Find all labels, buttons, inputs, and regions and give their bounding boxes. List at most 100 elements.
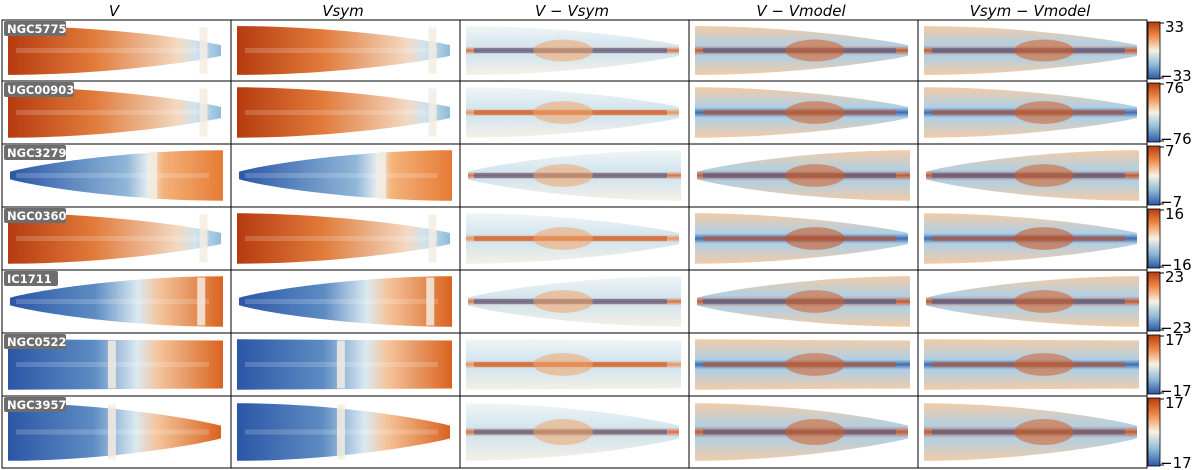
colorbar-min-label: −23 [1160, 319, 1192, 337]
galaxy-map [237, 213, 450, 264]
panel-ic1711-v [1, 269, 232, 334]
midplane-streak [16, 236, 209, 241]
colorbar-ngc0360: 16 −16 [1147, 205, 1192, 274]
colorbar-max-label: 33 [1165, 18, 1184, 36]
systemic-band [199, 214, 208, 263]
residual-blob [533, 227, 593, 250]
colorbar-ngc3279: 7 −7 [1147, 142, 1182, 211]
colorbar-ngc3957: 17 −17 [1147, 394, 1192, 470]
galaxy-map [10, 276, 223, 327]
residual-blob [785, 101, 845, 124]
svg-text:NGC0360: NGC0360 [7, 209, 67, 223]
residual-blob [533, 419, 593, 445]
panel-ngc3279-vsym-minus-vmodel [917, 143, 1148, 208]
galaxy-label-ic1711: IC1711 [4, 271, 58, 286]
panel-ngc3279-vsym [230, 143, 461, 208]
galaxy-label-ngc3279: NGC3279 [4, 145, 67, 160]
panel-ngc0522-vsym [230, 332, 461, 397]
residual-blob [1014, 164, 1074, 187]
galaxy-map [10, 150, 223, 201]
panel-ngc3957-v-minus-vmodel [688, 395, 919, 469]
galaxy-label-ngc0522: NGC0522 [4, 334, 67, 349]
galaxy-label-ugc00903: UGC00903 [4, 82, 74, 97]
panel-ngc3957-v-minus-vsym [459, 395, 690, 469]
systemic-band [199, 88, 208, 137]
panel-ugc00903-vsym [230, 80, 461, 145]
svg-text:NGC3957: NGC3957 [7, 398, 67, 412]
residual-blob [785, 39, 845, 62]
svg-text:IC1711: IC1711 [7, 272, 52, 286]
column-title-v: V [109, 2, 121, 20]
panel-ic1711-vsym-minus-vmodel [917, 269, 1148, 334]
galaxy-map [239, 276, 452, 327]
panel-ic1711-v-minus-vsym [459, 269, 690, 334]
panel-ngc0360-v-minus-vmodel [688, 206, 919, 271]
panel-ic1711-vsym [230, 269, 461, 334]
panel-ngc5775-v-minus-vsym [459, 19, 690, 82]
galaxy-label-ngc3957: NGC3957 [4, 397, 67, 412]
panel-ngc3957-vsym [230, 395, 461, 469]
residual-blob [1014, 39, 1074, 62]
midplane-streak [16, 48, 209, 53]
colorbar-max-label: 7 [1165, 142, 1175, 160]
midplane-streak [245, 236, 438, 241]
column-title-vsym: Vsym [322, 2, 364, 20]
panel-ngc0360-vsym [230, 206, 461, 271]
galaxy-map [8, 213, 221, 264]
residual-blob [1014, 353, 1074, 376]
colorbar-min-label: −16 [1160, 256, 1192, 274]
midplane-streak [245, 110, 438, 115]
midplane-streak [245, 173, 438, 178]
residual-blob [1014, 419, 1074, 445]
residual-blob [533, 290, 593, 313]
colorbar-ngc0522: 17 −17 [1147, 331, 1192, 400]
galaxy-map [8, 87, 221, 138]
residual-blob [785, 419, 845, 445]
panel-ngc0522-v-minus-vmodel [688, 332, 919, 397]
colorbar-min-label: −17 [1160, 382, 1192, 400]
colorbar-ugc00903: 76 −76 [1147, 79, 1192, 148]
residual-blob [533, 39, 593, 62]
residual-blob [785, 164, 845, 187]
panel-ngc3957-vsym-minus-vmodel [917, 395, 1148, 469]
panel-ngc3279-v-minus-vsym [459, 143, 690, 208]
systemic-band [428, 27, 437, 74]
systemic-band [107, 340, 116, 389]
galaxy-map [239, 150, 452, 201]
systemic-band [197, 277, 206, 326]
column-title-v-minus-vsym: V − Vsym [535, 2, 609, 20]
colorbar-ic1711: 23 −23 [1147, 268, 1192, 337]
systemic-band [378, 151, 387, 200]
residual-blob [533, 101, 593, 124]
midplane-streak [245, 299, 438, 304]
colorbar-min-label: −33 [1160, 67, 1192, 85]
panel-ngc5775-v-minus-vmodel [688, 19, 919, 82]
systemic-band [428, 88, 437, 137]
panel-ngc3957-v [1, 395, 232, 469]
panel-ic1711-v-minus-vmodel [688, 269, 919, 334]
panel-ngc0522-vsym-minus-vmodel [917, 332, 1148, 397]
panel-ngc5775-v [1, 19, 232, 82]
panel-ngc3279-v-minus-vmodel [688, 143, 919, 208]
colorbar-ngc5775: 33 −33 [1147, 18, 1192, 85]
residual-blob [533, 164, 593, 187]
colorbar-min-label: −17 [1160, 454, 1192, 470]
systemic-band [149, 151, 158, 200]
residual-blob [785, 353, 845, 376]
column-title-v-minus-vmodel: V − Vmodel [756, 2, 846, 20]
systemic-band [426, 277, 435, 326]
systemic-band [199, 27, 208, 74]
systemic-band [336, 340, 345, 389]
midplane-streak [16, 299, 209, 304]
systemic-band [428, 214, 437, 263]
column-titles: V Vsym V − Vsym V − Vmodel Vsym − Vmodel [109, 2, 1091, 20]
galaxy-map [237, 26, 450, 75]
panel-ngc5775-vsym-minus-vmodel [917, 19, 1148, 82]
panel-ugc00903-v-minus-vmodel [688, 80, 919, 145]
midplane-streak [16, 110, 209, 115]
galaxy-map [237, 87, 450, 138]
residual-blob [785, 290, 845, 313]
midplane-streak [245, 48, 438, 53]
